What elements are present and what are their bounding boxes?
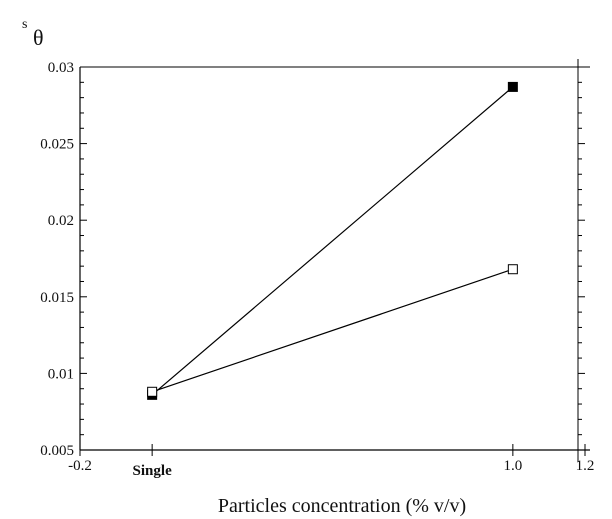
series-line bbox=[151, 86, 514, 396]
y-tick-label: 0.025 bbox=[40, 137, 74, 153]
series-group bbox=[147, 81, 518, 400]
x-tick-label: 1.0 bbox=[503, 458, 522, 474]
y-tick-label: 0.03 bbox=[48, 60, 74, 76]
y-tick-label: 0.005 bbox=[40, 443, 74, 459]
filled-square-marker bbox=[507, 81, 518, 92]
x-tick-label: 1.2 bbox=[576, 458, 595, 474]
x-axis-title: Particles concentration (% v/v) bbox=[218, 495, 466, 517]
y-axis-label-symbol: θ bbox=[33, 25, 44, 50]
labels: s θ Particles concentration (% v/v) bbox=[22, 17, 466, 517]
open-square-marker bbox=[507, 264, 518, 275]
y-tick-label: 0.02 bbox=[48, 213, 74, 229]
series-line bbox=[151, 268, 514, 393]
x-tick-label: Single bbox=[133, 463, 173, 479]
y-tick-label: 0.01 bbox=[48, 366, 74, 382]
y-axis-label-superscript: s bbox=[22, 17, 27, 32]
y-tick-label: 0.015 bbox=[40, 290, 74, 306]
axes: 0.005 0.01 0.015 0.02 0.025 0.03 -0.2 Single 1.0… bbox=[40, 59, 594, 479]
open-square-marker bbox=[147, 386, 158, 397]
x-tick-label: -0.2 bbox=[68, 458, 92, 474]
